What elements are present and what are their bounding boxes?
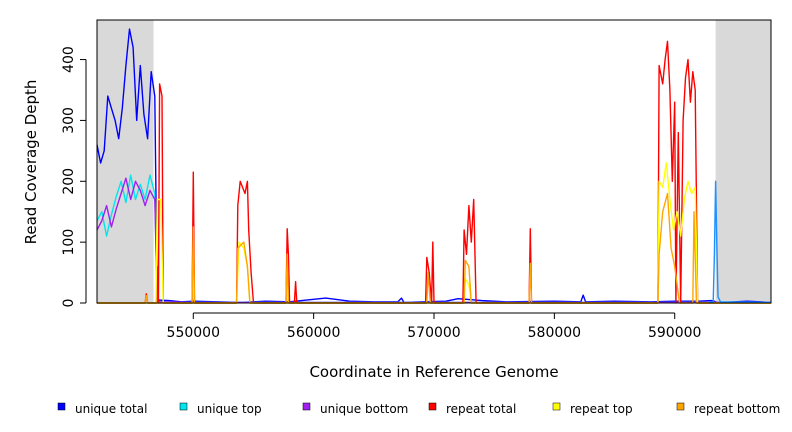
legend-swatch [57,402,66,411]
y-tick-label: 200 [61,168,77,195]
legend-swatch [179,402,188,411]
x-tick-label: 550000 [167,325,220,341]
y-tick-label: 300 [61,107,77,134]
x-axis-title: Coordinate in Reference Genome [309,363,558,381]
legend-label: repeat bottom [694,402,780,416]
x-tick-label: 590000 [648,325,701,341]
x-tick-label: 560000 [287,325,340,341]
series-line-unique-total [96,28,772,304]
y-axis: 0 100 200 300 400 [61,46,87,308]
x-tick-label: 580000 [528,325,581,341]
legend: unique total unique top unique bottom repea… [57,402,780,416]
y-axis-title: Read Coverage Depth [22,80,40,245]
legend-label: unique total [75,402,147,416]
plot-area [96,28,772,304]
legend-label: unique top [197,402,262,416]
legend-swatch [302,402,311,411]
x-tick-label: 570000 [407,325,460,341]
shaded-region-1 [715,20,771,303]
legend-swatch [552,402,561,411]
shaded-region-0 [97,20,154,303]
shaded-regions [97,20,771,303]
legend-label: repeat top [570,402,633,416]
plot-frame [96,19,772,304]
y-tick-label: 400 [61,46,77,73]
series-line-unnamed-6 [708,180,772,304]
series-line-repeat-total [97,40,771,304]
legend-label: unique bottom [320,402,408,416]
legend-label: repeat total [446,402,516,416]
y-tick-label: 0 [61,299,77,308]
x-axis: 550000 560000 570000 580000 590000 [167,312,701,341]
y-tick-label: 100 [61,229,77,256]
legend-swatch [676,402,685,411]
legend-swatch [428,402,437,411]
